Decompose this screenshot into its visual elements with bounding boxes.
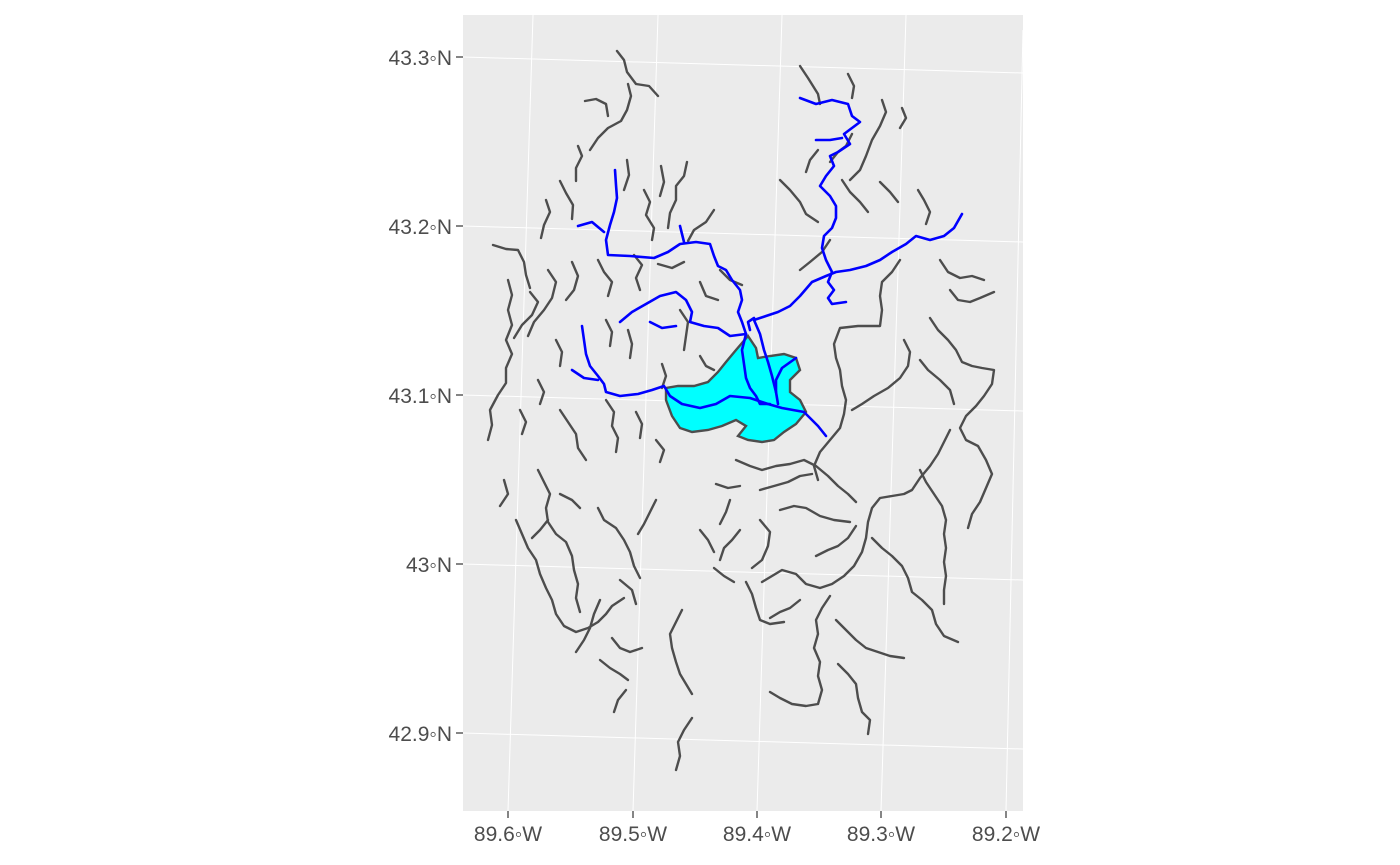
x-tick-label: 89.5◦W (599, 823, 667, 846)
x-tick-label: 89.2◦W (972, 823, 1040, 846)
stream-network (486, 49, 996, 772)
x-axis-ticks (507, 811, 1007, 818)
y-tick-label: 42.9◦N (389, 723, 452, 746)
highlighted-flowlines (570, 96, 964, 438)
y-axis-ticks (456, 56, 463, 734)
y-tick-label: 43◦N (406, 554, 452, 577)
x-tick-label: 89.3◦W (847, 823, 915, 846)
y-axis-labels: 43.3◦N 43.2◦N 43.1◦N 43◦N 42.9◦N (389, 47, 452, 746)
x-axis-labels: 89.6◦W 89.5◦W 89.4◦W 89.3◦W 89.2◦W (474, 823, 1040, 846)
y-tick-label: 43.2◦N (389, 216, 452, 239)
y-tick-label: 43.3◦N (389, 47, 452, 70)
x-tick-label: 89.4◦W (723, 823, 791, 846)
y-tick-label: 43.1◦N (389, 385, 452, 408)
lake-polygon (664, 334, 808, 444)
x-tick-label: 89.6◦W (474, 823, 542, 846)
